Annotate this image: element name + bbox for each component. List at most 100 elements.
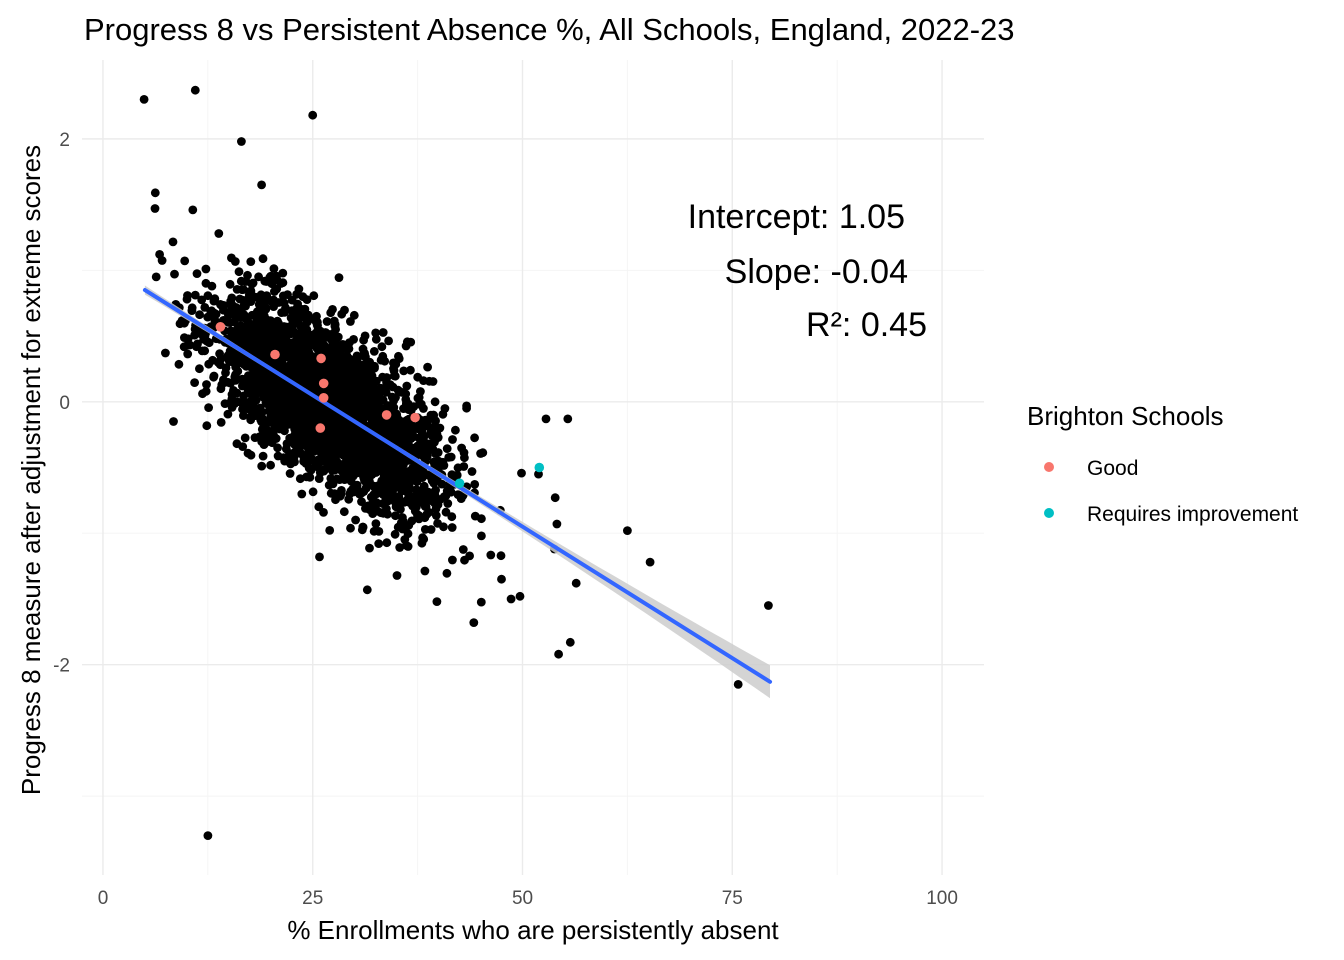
- data-point: [313, 340, 322, 350]
- outlier-point: [552, 519, 562, 529]
- data-point: [376, 460, 386, 470]
- data-point: [243, 270, 252, 280]
- outlier-point: [190, 85, 200, 95]
- data-point: [420, 566, 430, 576]
- data-point: [203, 291, 213, 301]
- data-point: [209, 296, 219, 306]
- data-point: [374, 539, 384, 548]
- data-point: [368, 493, 378, 502]
- data-point: [151, 272, 161, 282]
- data-point: [357, 525, 367, 535]
- data-point: [204, 403, 214, 412]
- data-point: [192, 269, 202, 278]
- data-point: [431, 511, 441, 520]
- data-point: [227, 300, 237, 309]
- data-point: [290, 339, 300, 349]
- outlier-point: [362, 585, 372, 595]
- data-point: [295, 474, 305, 484]
- data-point: [246, 450, 256, 460]
- data-point: [277, 416, 287, 426]
- data-point: [236, 308, 246, 318]
- data-point: [293, 346, 303, 356]
- data-point: [400, 433, 410, 443]
- data-point: [477, 514, 486, 524]
- outlier-point: [237, 137, 246, 146]
- data-point: [281, 385, 290, 394]
- data-point: [285, 469, 295, 478]
- x-axis-title: % Enrollments who are persistently absen…: [287, 915, 779, 945]
- data-point: [336, 445, 346, 455]
- data-point: [344, 444, 354, 453]
- brighton-good-point: [316, 353, 326, 364]
- data-point: [349, 310, 359, 320]
- data-point: [190, 290, 200, 300]
- data-point: [239, 411, 248, 420]
- data-point: [249, 345, 259, 355]
- data-point: [200, 346, 210, 356]
- data-point: [413, 498, 423, 508]
- outlier-point: [169, 417, 178, 426]
- data-point: [401, 541, 411, 550]
- r2-annotation: R²: 0.45: [806, 306, 927, 344]
- data-point: [239, 285, 248, 294]
- data-point: [405, 423, 415, 432]
- data-point: [365, 543, 374, 553]
- outlier-point: [432, 597, 442, 606]
- data-point: [183, 349, 193, 359]
- data-point: [339, 507, 349, 517]
- data-point: [459, 448, 469, 457]
- data-point: [307, 334, 316, 344]
- data-point: [377, 342, 387, 352]
- data-point: [425, 444, 435, 453]
- data-point: [309, 447, 319, 456]
- data-point: [440, 404, 450, 413]
- data-point: [281, 444, 291, 454]
- data-point: [168, 237, 178, 247]
- data-point: [227, 293, 237, 303]
- data-point: [367, 470, 377, 479]
- data-point: [309, 291, 319, 301]
- data-point: [286, 405, 296, 415]
- data-point: [347, 428, 356, 438]
- data-point: [413, 393, 423, 403]
- data-point: [398, 513, 407, 522]
- data-point: [441, 507, 451, 517]
- data-point: [478, 448, 488, 458]
- data-point: [442, 568, 452, 578]
- data-point: [271, 434, 281, 443]
- legend-requires-improvement-swatch: [1044, 508, 1054, 518]
- data-point: [382, 475, 392, 485]
- data-point: [246, 389, 256, 399]
- y-axis-title: Progress 8 measure after adjustment for …: [16, 145, 46, 795]
- outlier-point: [308, 110, 318, 120]
- data-point: [253, 368, 262, 378]
- data-point: [337, 486, 346, 495]
- data-point: [294, 416, 304, 425]
- data-point: [269, 397, 279, 406]
- data-point: [201, 278, 211, 288]
- data-point: [430, 397, 440, 407]
- outlier-point: [257, 180, 266, 190]
- data-point: [448, 555, 457, 565]
- data-point: [467, 467, 477, 476]
- outlier-point: [623, 526, 632, 535]
- data-point: [325, 526, 335, 535]
- data-point: [380, 489, 390, 498]
- data-point: [236, 321, 246, 331]
- data-point: [329, 419, 339, 429]
- data-point: [346, 523, 355, 533]
- data-point: [413, 372, 423, 382]
- data-point: [419, 404, 428, 413]
- data-point: [311, 377, 320, 387]
- data-point: [315, 331, 324, 341]
- data-point: [379, 508, 388, 518]
- data-point: [257, 461, 267, 471]
- data-point: [349, 335, 358, 344]
- data-point: [396, 426, 406, 435]
- data-point: [395, 543, 405, 552]
- data-point: [517, 468, 526, 478]
- data-point: [157, 256, 167, 265]
- data-point: [394, 354, 404, 363]
- outlier-point: [203, 831, 213, 840]
- data-point: [382, 538, 392, 548]
